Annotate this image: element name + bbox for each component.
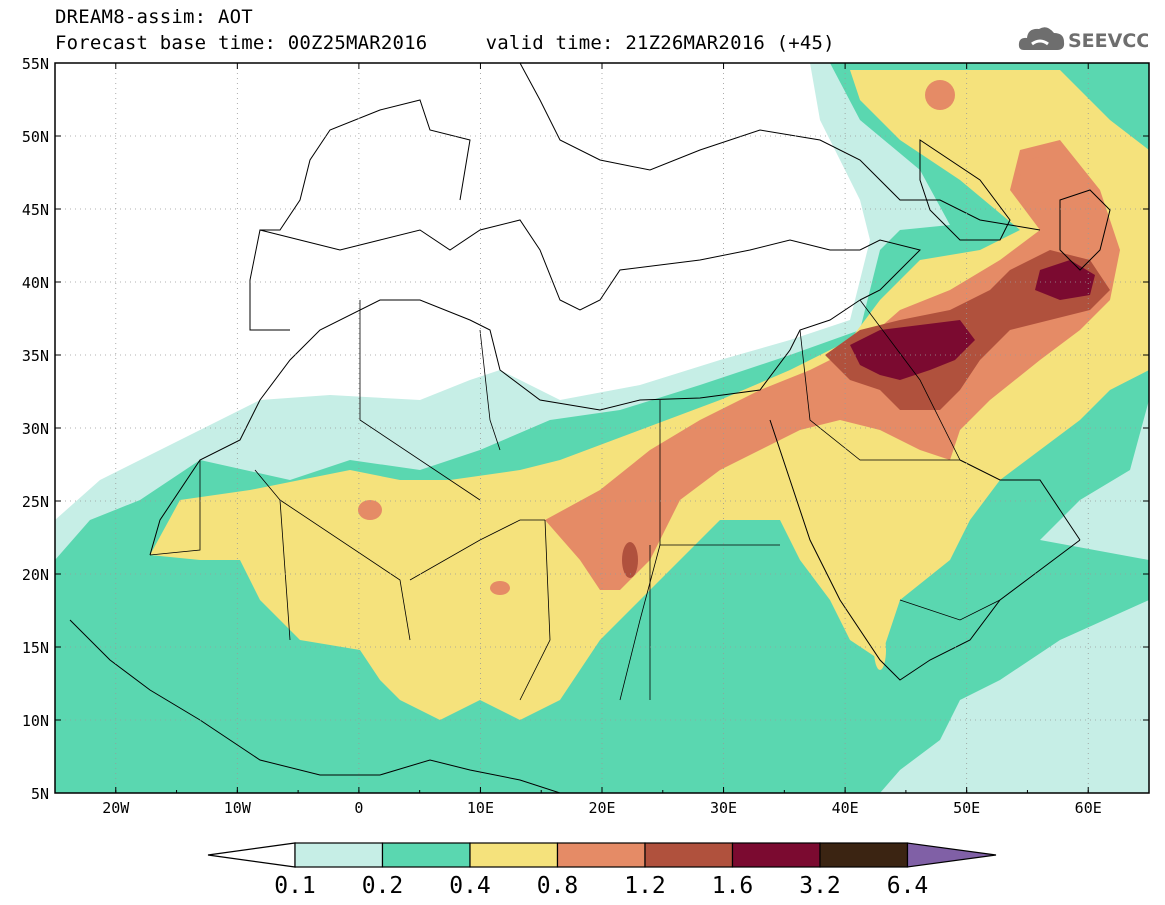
valid-time-label: valid time: 21Z26MAR2016 (+45) [485,32,835,54]
lon-labels: 20W 10W 0 10E 20E 30E 40E 50E 60E [102,799,1102,817]
colorbar-label: 0.8 [537,873,579,899]
lat-label: 45N [22,201,49,219]
colorbar-min-arrow [207,842,296,868]
colorbar-segment [294,842,384,868]
logo-text: SEEVCCC [1068,30,1148,52]
colorbar-segment [644,842,734,868]
colorbar-label: 0.1 [274,873,316,899]
coastlines [69,63,1111,793]
colorbar-label: 0.2 [362,873,404,899]
colorbar-max-arrow [906,842,997,868]
colorbar-segment [819,842,909,868]
contour-blob [925,80,955,110]
contour-0.4 [150,70,1149,720]
lat-label: 55N [22,55,49,73]
map-subtitle: Forecast base time: 00Z25MAR2016 valid t… [55,32,835,54]
lat-label: 5N [31,785,49,803]
contour-blob [622,542,638,578]
lon-label: 10E [467,799,494,817]
seevccc-logo: SEEVCCC [1018,27,1148,52]
colorbar-segment [556,842,646,868]
base-time-label: Forecast base time: 00Z25MAR2016 [55,32,428,54]
colorbar-segment [731,842,821,868]
lat-label: 20N [22,566,49,584]
lat-label: 40N [22,274,49,292]
lon-label: 20W [102,799,130,817]
lon-label: 40E [832,799,859,817]
contour-blob [358,500,382,520]
colorbar-label: 1.2 [624,873,666,899]
colorbar-label: 3.2 [799,873,841,899]
lat-labels: 55N 50N 45N 40N 35N 30N 25N 20N 15N 10N 5N [22,55,49,803]
colorbar-label: 1.6 [712,873,754,899]
colorbar-label: 0.4 [449,873,491,899]
lat-label: 30N [22,420,49,438]
colorbar-label: 6.4 [887,873,929,899]
contour-blob [1020,157,1060,193]
lon-label: 50E [953,799,980,817]
lon-label: 10W [224,799,252,817]
lon-label: 30E [710,799,737,817]
lat-label: 50N [22,128,49,146]
axis-ticks [54,62,1150,794]
lat-label: 10N [22,712,49,730]
contour-blob [874,630,886,670]
contour-blob [490,581,510,595]
contour-1.6 [850,260,1095,380]
country-borders [149,299,1001,701]
lon-label: 0 [354,799,363,817]
colorbar: 0.1 0.2 0.4 0.8 1.2 1.6 3.2 6.4 [207,842,997,899]
colorbar-segment [469,842,559,868]
graticule [55,63,1149,793]
contour-0.8 [545,140,1120,590]
colorbar-segment [381,842,471,868]
lon-label: 20E [588,799,615,817]
lat-label: 25N [22,493,49,511]
lat-label: 15N [22,639,49,657]
map-title: DREAM8-assim: AOT [55,6,253,28]
cloud-icon [1018,27,1065,50]
lat-label: 35N [22,347,49,365]
lon-label: 60E [1075,799,1102,817]
